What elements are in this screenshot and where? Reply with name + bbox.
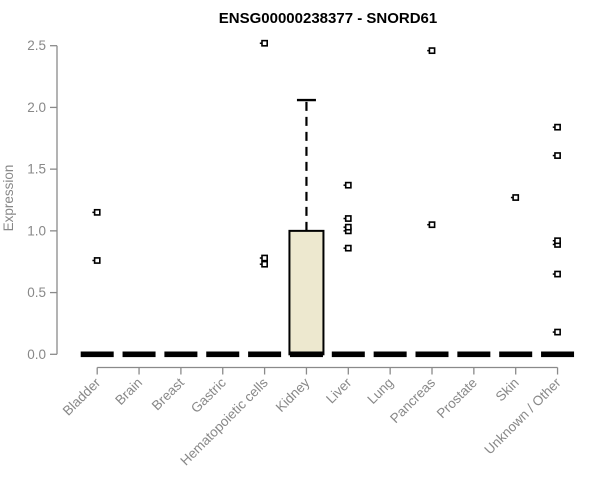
median-line [206, 351, 240, 358]
x-category-label: Skin [493, 375, 522, 404]
chart-title: ENSG00000238377 - SNORD61 [219, 10, 437, 27]
x-category-label: Bladder [60, 375, 104, 419]
median-line [457, 351, 491, 358]
y-tick-label: 1.5 [27, 162, 46, 177]
x-category-label: Lung [364, 375, 396, 407]
y-tick-label: 1.0 [27, 223, 46, 238]
median-line [415, 351, 449, 358]
x-category-label: Prostate [434, 375, 480, 421]
plot-area: 0.0 0.5 1.0 1.5 2.0 2.5 Bladder Brain Breast Gast… [27, 38, 575, 468]
outlier-point [93, 208, 101, 216]
y-tick-label: 2.5 [27, 38, 46, 53]
outlier-point [344, 244, 352, 252]
median-line [289, 351, 323, 358]
y-tick-label: 0.0 [27, 347, 46, 362]
x-category-label: Liver [323, 375, 355, 407]
y-axis-label: Expression [1, 165, 16, 232]
median-line [164, 351, 198, 358]
x-category-label: Pancreas [387, 375, 438, 426]
outlier-point [554, 270, 561, 278]
y-tick-label: 0.5 [27, 285, 46, 300]
median-line [541, 351, 575, 358]
outlier-point [554, 123, 561, 131]
outlier-point [428, 47, 436, 55]
median-line [248, 351, 282, 358]
outlier-point [428, 221, 436, 229]
outlier-point [344, 215, 352, 222]
median-line [331, 351, 365, 358]
median-line [499, 351, 533, 358]
x-category-label: Kidney [273, 375, 313, 415]
outlier-point [512, 194, 520, 201]
outlier-point [93, 257, 101, 264]
y-tick-label: 2.0 [27, 100, 46, 115]
outlier-point [261, 39, 268, 47]
outlier-point [344, 223, 352, 231]
median-line [373, 351, 407, 358]
median-line [122, 351, 156, 358]
outlier-point [261, 254, 268, 262]
x-category-label: Unknown / Other [481, 375, 564, 458]
outlier-point [554, 237, 561, 245]
box [288, 229, 325, 356]
outlier-point [554, 152, 561, 159]
x-category-label: Brain [112, 375, 145, 408]
outlier-point [344, 181, 352, 189]
outlier-point [261, 260, 268, 268]
x-category-label: Breast [149, 375, 187, 413]
median-line [80, 351, 114, 358]
x-category-label: Gastric [188, 375, 229, 416]
outlier-point [554, 328, 561, 336]
